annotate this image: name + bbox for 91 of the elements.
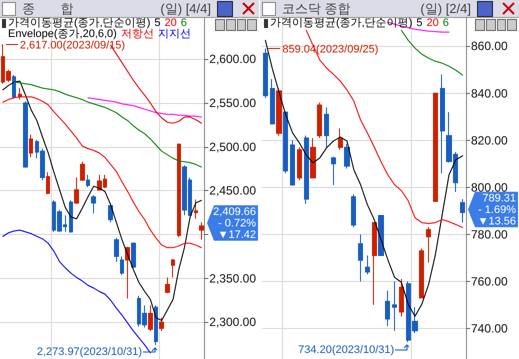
candlestick: [131, 242, 136, 268]
candlestick: [419, 248, 424, 298]
candlestick: [263, 48, 268, 98]
text: 789.31: [482, 192, 516, 204]
candlestick: [177, 142, 181, 238]
line-series: [400, 30, 464, 76]
candlestick: [338, 128, 343, 150]
annotation: 2,617.00(2023/09/15): [20, 39, 126, 52]
y-tick-label: 820.00: [471, 133, 508, 148]
candlestick: [159, 317, 164, 332]
line-series: [2, 80, 202, 321]
candlestick: [283, 112, 288, 174]
candlestick: [297, 146, 302, 181]
candlestick: [324, 106, 329, 148]
candlestick: [114, 238, 119, 262]
chart-title: 코스닥 종합: [282, 1, 351, 16]
candlestick: [304, 135, 309, 204]
candlestick: [460, 198, 465, 224]
candlestick: [351, 194, 356, 228]
candlestick: [433, 92, 438, 202]
candlestick: [23, 100, 28, 168]
candlestick: [317, 102, 322, 138]
candlestick: [108, 204, 113, 223]
y-tick-label: 2,300.00: [209, 315, 256, 330]
text: 20: [164, 17, 177, 29]
y-tick-label: 2,600.00: [209, 52, 256, 66]
candlestick: [270, 78, 275, 124]
text: - 0.72%: [218, 218, 256, 230]
legend-title: 가격이동평균(종가,단순이평): [270, 17, 412, 29]
y-tick-label: 2,350.00: [209, 271, 256, 286]
candlestick: [69, 200, 73, 234]
candlestick: [276, 88, 282, 136]
line-series: [264, 40, 464, 317]
candlestick: [12, 74, 16, 100]
text: - 1.69%: [478, 204, 516, 216]
candlestick: [310, 137, 316, 178]
candlestick: [29, 134, 33, 158]
text: 지지선: [158, 28, 191, 40]
candlestick: [80, 161, 85, 182]
line-series: [87, 97, 202, 118]
text: 5: [154, 17, 161, 29]
text: 6: [442, 17, 449, 29]
candlestick: [290, 140, 295, 186]
text: 5: [416, 17, 423, 29]
text: 6: [180, 17, 187, 29]
candlestick: [165, 276, 170, 294]
text: ▼13.56: [478, 215, 516, 228]
text: 20: [426, 17, 439, 29]
y-tick-label: 2,500.00: [209, 140, 256, 154]
candlestick: [358, 234, 363, 282]
candlestick: [372, 222, 377, 306]
text: ▼17.42: [218, 229, 256, 242]
y-tick-label: 760.00: [471, 274, 508, 288]
candlestick: [18, 88, 22, 100]
candlestick: [154, 305, 158, 346]
candlestick: [74, 177, 79, 204]
series-label: 저항선: [120, 28, 154, 40]
candlestick: [365, 255, 370, 275]
y-tick-label: 2,550.00: [209, 96, 256, 110]
candlestick: [399, 278, 404, 318]
candlestick: [385, 290, 390, 327]
candlestick: [194, 198, 198, 220]
candlestick: [46, 172, 50, 195]
legend-title: 가격이동평균(종가,단순이평): [8, 17, 150, 29]
candlestick: [440, 74, 445, 174]
candlestick: [91, 194, 96, 214]
candlestick: [171, 258, 175, 278]
annotation: 734.20(2023/10/31): [298, 344, 394, 356]
chart-subtitle: (일) [2/4]: [420, 1, 471, 16]
candlestick: [392, 280, 397, 332]
y-tick-label: 800.00: [471, 180, 508, 194]
candlestick: [378, 215, 384, 256]
text: 2,409.66: [213, 206, 256, 218]
annotation: Envelope(종가,20,6,0): [8, 28, 117, 40]
annotation: 2,273.97(2023/10/31): [36, 346, 142, 358]
candlestick: [199, 222, 204, 240]
y-tick-label: 860.00: [471, 39, 508, 54]
candlestick: [148, 305, 153, 332]
y-tick-label: 740.00: [471, 321, 508, 336]
candlestick: [426, 226, 431, 264]
candlestick: [331, 156, 336, 186]
candlestick: [86, 174, 90, 188]
y-tick-label: 840.00: [471, 86, 508, 100]
line-series: [2, 96, 202, 248]
candlestick: [120, 256, 124, 276]
candlestick: [344, 143, 350, 170]
line-series: [14, 81, 202, 168]
y-tick-label: 2,450.00: [209, 184, 256, 198]
chart-subtitle: (일) [4/4]: [160, 1, 211, 16]
y-tick-label: 780.00: [471, 227, 508, 242]
chart-title: 종 합: [22, 1, 74, 16]
